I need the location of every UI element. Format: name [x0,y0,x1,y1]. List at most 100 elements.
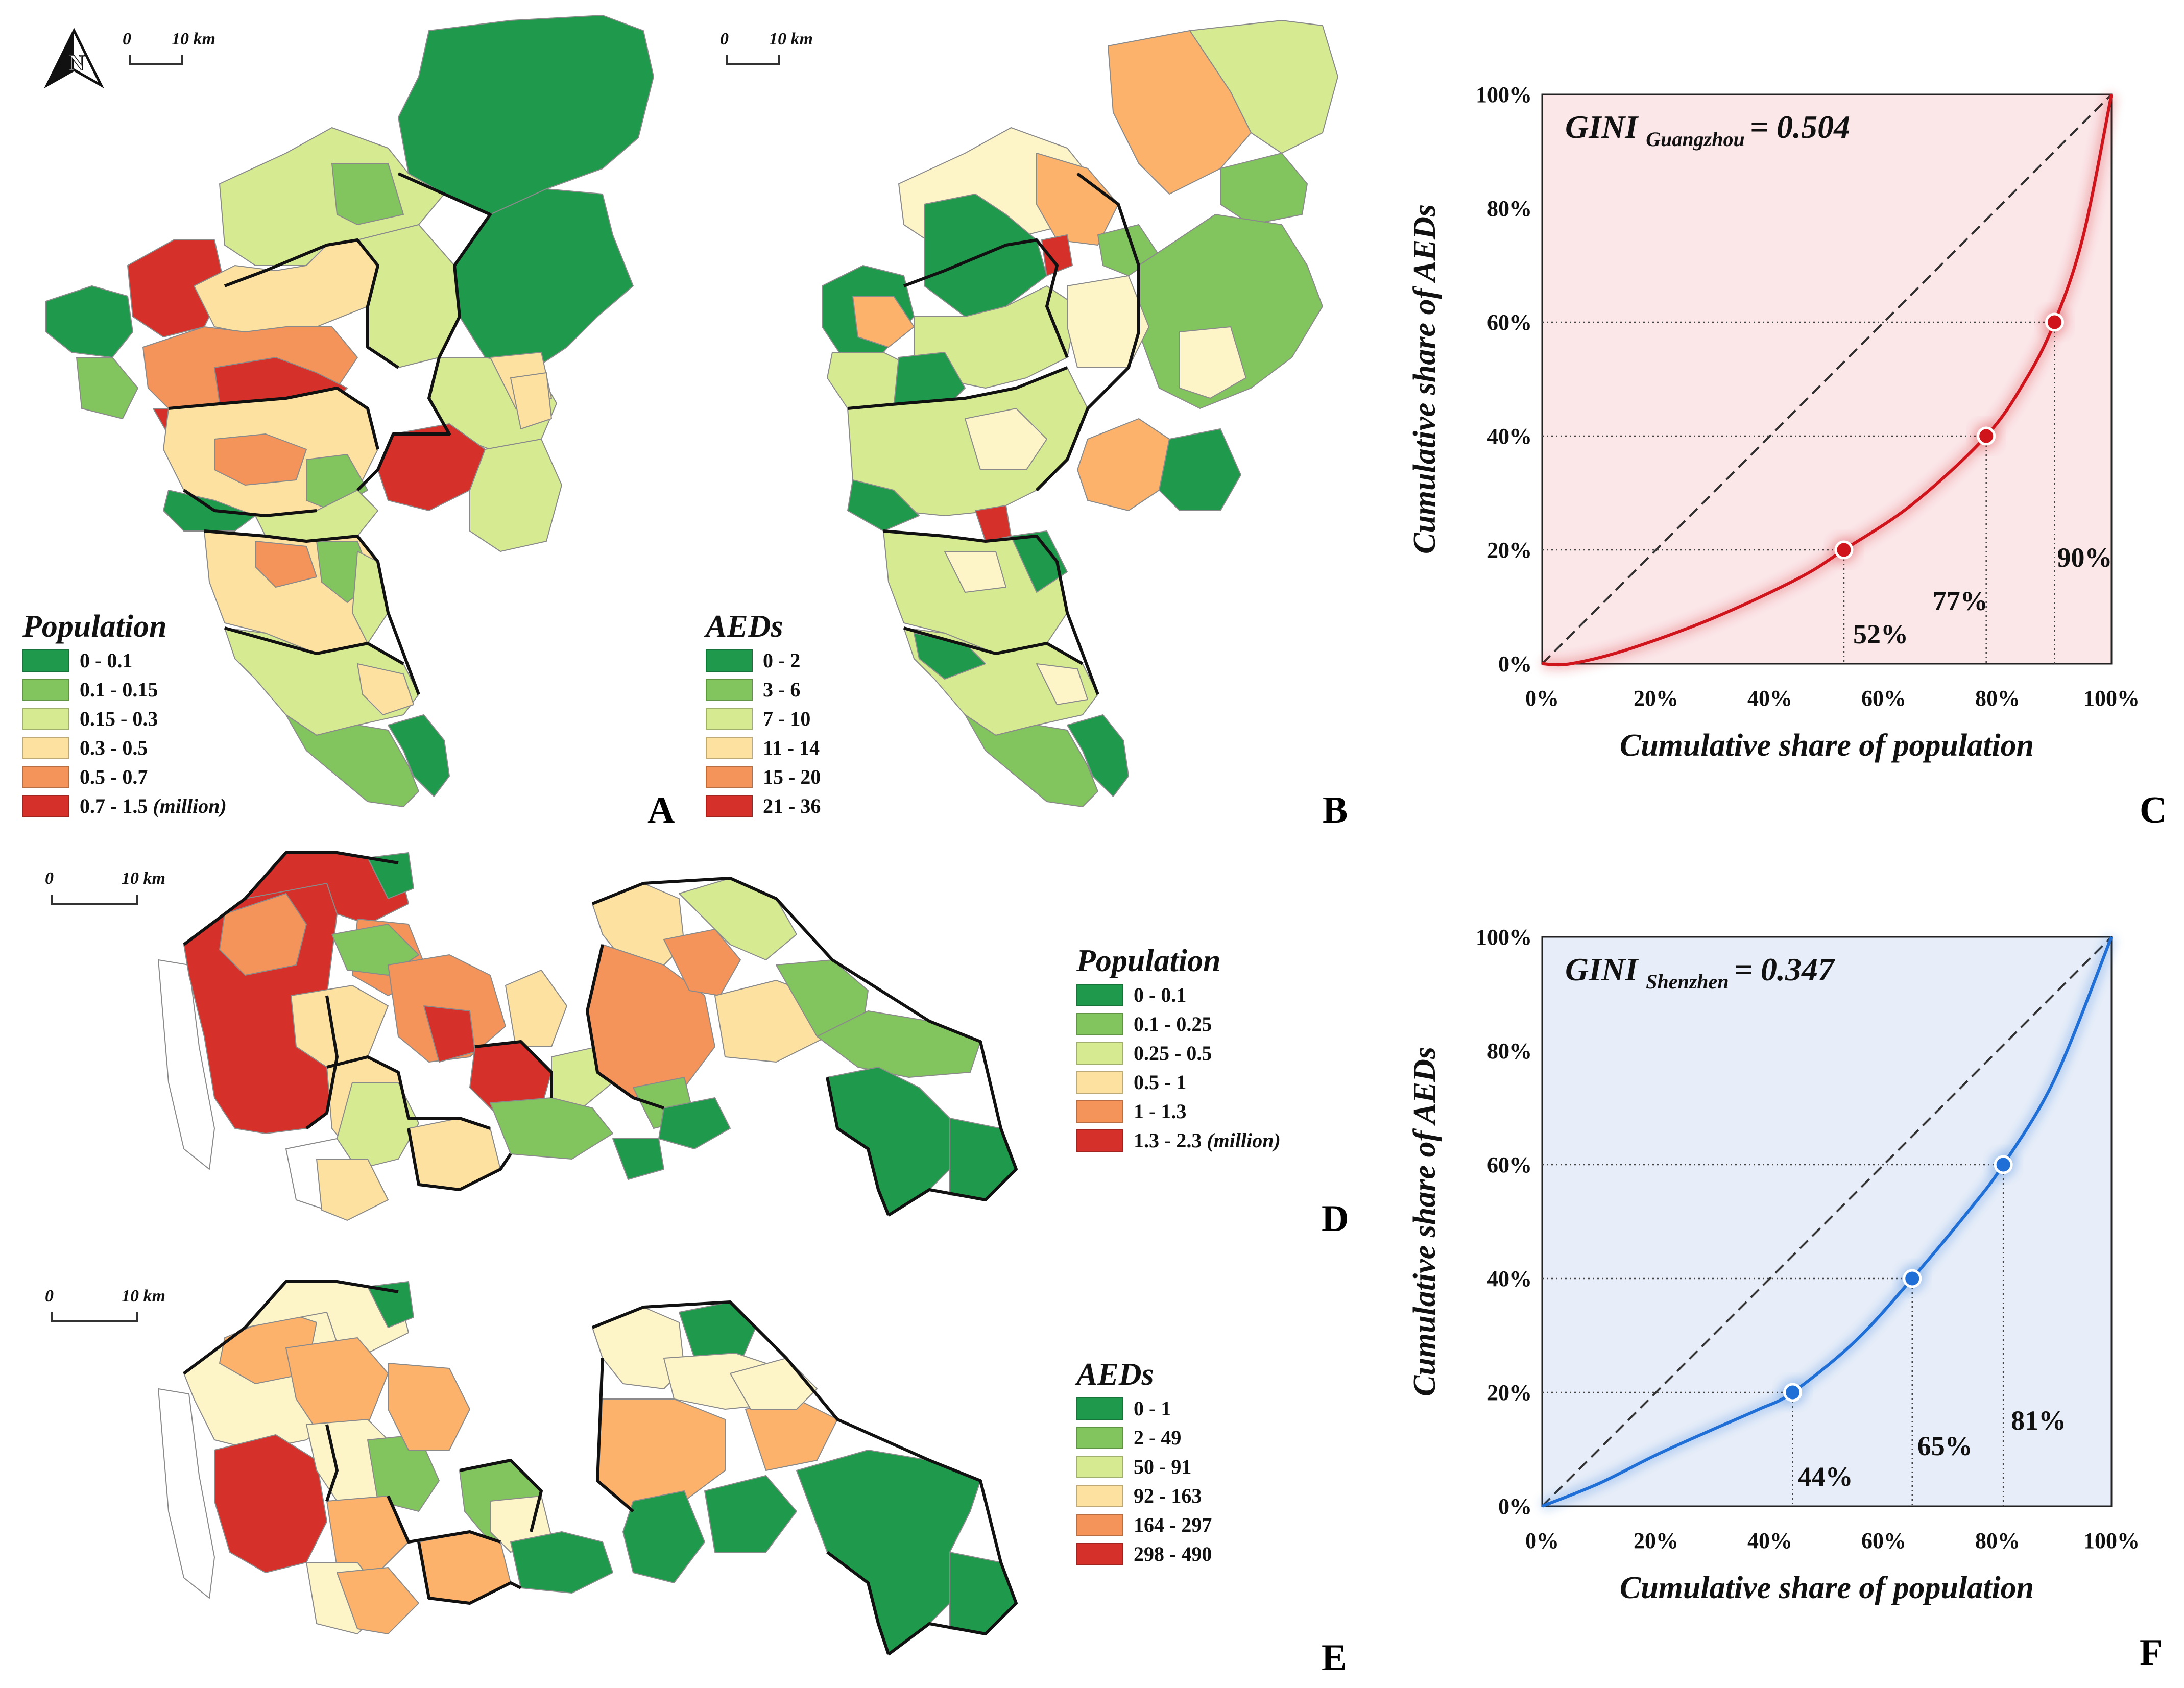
y-tick-label: 60% [1487,310,1532,335]
marker-point [1783,1383,1803,1402]
legend-a-row: 0.15 - 0.3 [22,704,227,733]
x-tick-label: 20% [1634,1528,1678,1553]
region-nansha-tan [1036,663,1088,705]
x-axis-label: Cumulative share of population [1620,1571,2034,1605]
scale-bar-line [51,1312,138,1322]
region-orange-west [852,296,915,348]
map-guangzhou-aeds [822,20,1338,807]
region-zengcheng-south-red [377,423,486,511]
legend-d-row: 1 - 1.3 [1076,1097,1281,1126]
legend-e: AEDs 0 - 1 2 - 49 50 - 91 92 - 163 164 -… [1076,1358,1212,1569]
legend-swatch [1076,1513,1123,1536]
y-tick-label: 100% [1476,925,1532,950]
lorenz-chart-guangzhou: 0% 20% 40% 60% 80% 100% 0% 20% 40% 60% 80% 100% Cumu… [1407,82,2140,763]
region-huadu-green [331,163,404,225]
region-dark-center [924,194,1047,317]
scale-bar: 0 10 km [123,30,215,70]
legend-swatch [1076,1071,1123,1094]
map-panel-a: N 0 10 km [0,0,675,837]
region-futian-tan [408,1118,501,1190]
chart-title-sub: Shenzhen [1646,970,1734,993]
legend-a-row: 0.1 - 0.15 [22,675,227,704]
district-boundary-d3 [407,1128,512,1191]
legend-a-unit: (million) [153,794,227,817]
legend-a: Population 0 - 0.1 0.1 - 0.15 0.15 - 0.3… [22,610,227,821]
legend-b-label: 21 - 36 [763,794,821,817]
legend-e-label: 50 - 91 [1134,1455,1192,1478]
region-east-light [1179,326,1246,399]
y-tick-label: 40% [1487,1266,1532,1291]
map-panel-e: 0 10 km [0,1256,1379,1685]
legend-d-title: Population [1076,944,1221,978]
district-boundary-a [356,172,492,492]
legend-e-label: 164 - 297 [1134,1513,1212,1536]
chart-title-value: = 0.504 [1750,109,1850,145]
map-panel-d: 0 10 km [0,842,1379,1251]
region-red-small [1041,234,1073,276]
scale-bar-start: 0 [45,1287,54,1306]
panel-letter-d: D [1322,1198,1349,1240]
y-tick-label: 60% [1487,1152,1532,1177]
x-tick-label: 100% [2083,1528,2140,1553]
y-tick-label: 20% [1487,538,1532,563]
region-north-dark [367,852,414,899]
x-axis-label: Cumulative share of population [1620,728,2034,763]
x-tick-label: 40% [1747,1528,1792,1553]
chart-title: GINI Guangzhou = 0.504 [1565,109,1850,151]
marker-point [1834,540,1854,560]
legend-e-label: 0 - 1 [1134,1397,1171,1420]
marker-point [2045,312,2064,332]
district-boundary-a6 [183,489,317,517]
legend-b-label: 7 - 10 [763,707,811,730]
legend-d: Population 0 - 0.1 0.1 - 0.25 0.25 - 0.5… [1076,945,1281,1155]
y-tick-label: 20% [1487,1380,1532,1405]
scale-bar: 0 10 km [45,1287,165,1328]
region-e-green-futian [510,1531,613,1594]
x-tick-label: 80% [1975,1528,2020,1553]
marker-label: 65% [1917,1431,1973,1461]
marker-point [1994,1155,2013,1174]
legend-swatch [706,765,753,788]
panel-letter-f: F [2140,1632,2163,1674]
legend-d-label: 0.25 - 0.5 [1134,1042,1212,1065]
district-boundary-d4 [586,944,664,1110]
region-north-orange2 [1036,153,1119,246]
legend-e-row: 298 - 490 [1076,1539,1212,1569]
scale-bar-end: 10 km [122,1287,165,1306]
scale-bar-start: 0 [720,30,729,49]
legend-swatch [22,678,69,701]
region-tan-urban [965,408,1047,470]
district-boundary-a5 [224,626,404,665]
y-axis-label: Cumulative share of AEDs [1407,1047,1442,1396]
region-longgang-tan [505,970,567,1047]
legend-a-row: 0 - 0.1 [22,646,227,675]
legend-d-label: 1 - 1.3 [1134,1100,1187,1123]
district-boundary-a2 [224,238,399,369]
legend-e-title: AEDs [1076,1357,1154,1392]
legend-a-label: 0.7 - 1.5 [80,794,148,817]
panel-letter-e: E [1322,1637,1347,1679]
legend-swatch [706,707,753,730]
district-boundary-a3 [168,387,379,450]
y-tick-label: 80% [1487,1039,1532,1064]
chart-title: GINI Shenzhen = 0.347 [1565,951,1836,993]
region-orange-east [1077,418,1170,511]
y-tick-label: 40% [1487,424,1532,449]
map-guangzhou-population [45,15,654,807]
legend-swatch [22,707,69,730]
map-panel-b: 0 10 km [679,0,1363,837]
region-far-west [45,285,133,358]
legend-swatch [706,736,753,759]
region-e-red [214,1434,327,1573]
legend-swatch [1076,1426,1123,1449]
y-tick-label: 0% [1498,652,1532,677]
region-panyu-dark [1011,530,1068,593]
lorenz-chart-shenzhen: 0% 20% 40% 60% 80% 100% 0% 20% 40% 60% 80% 100% Cumu… [1407,925,2140,1605]
legend-e-label: 2 - 49 [1134,1426,1182,1449]
marker-label: 81% [2011,1405,2066,1436]
legend-a-title: Population [22,609,167,644]
region-panyu-tan [944,551,1006,593]
legend-e-label: 92 - 163 [1134,1484,1202,1507]
district-boundary-e4 [596,1358,634,1513]
region-nansha-tip-b [1067,714,1129,797]
